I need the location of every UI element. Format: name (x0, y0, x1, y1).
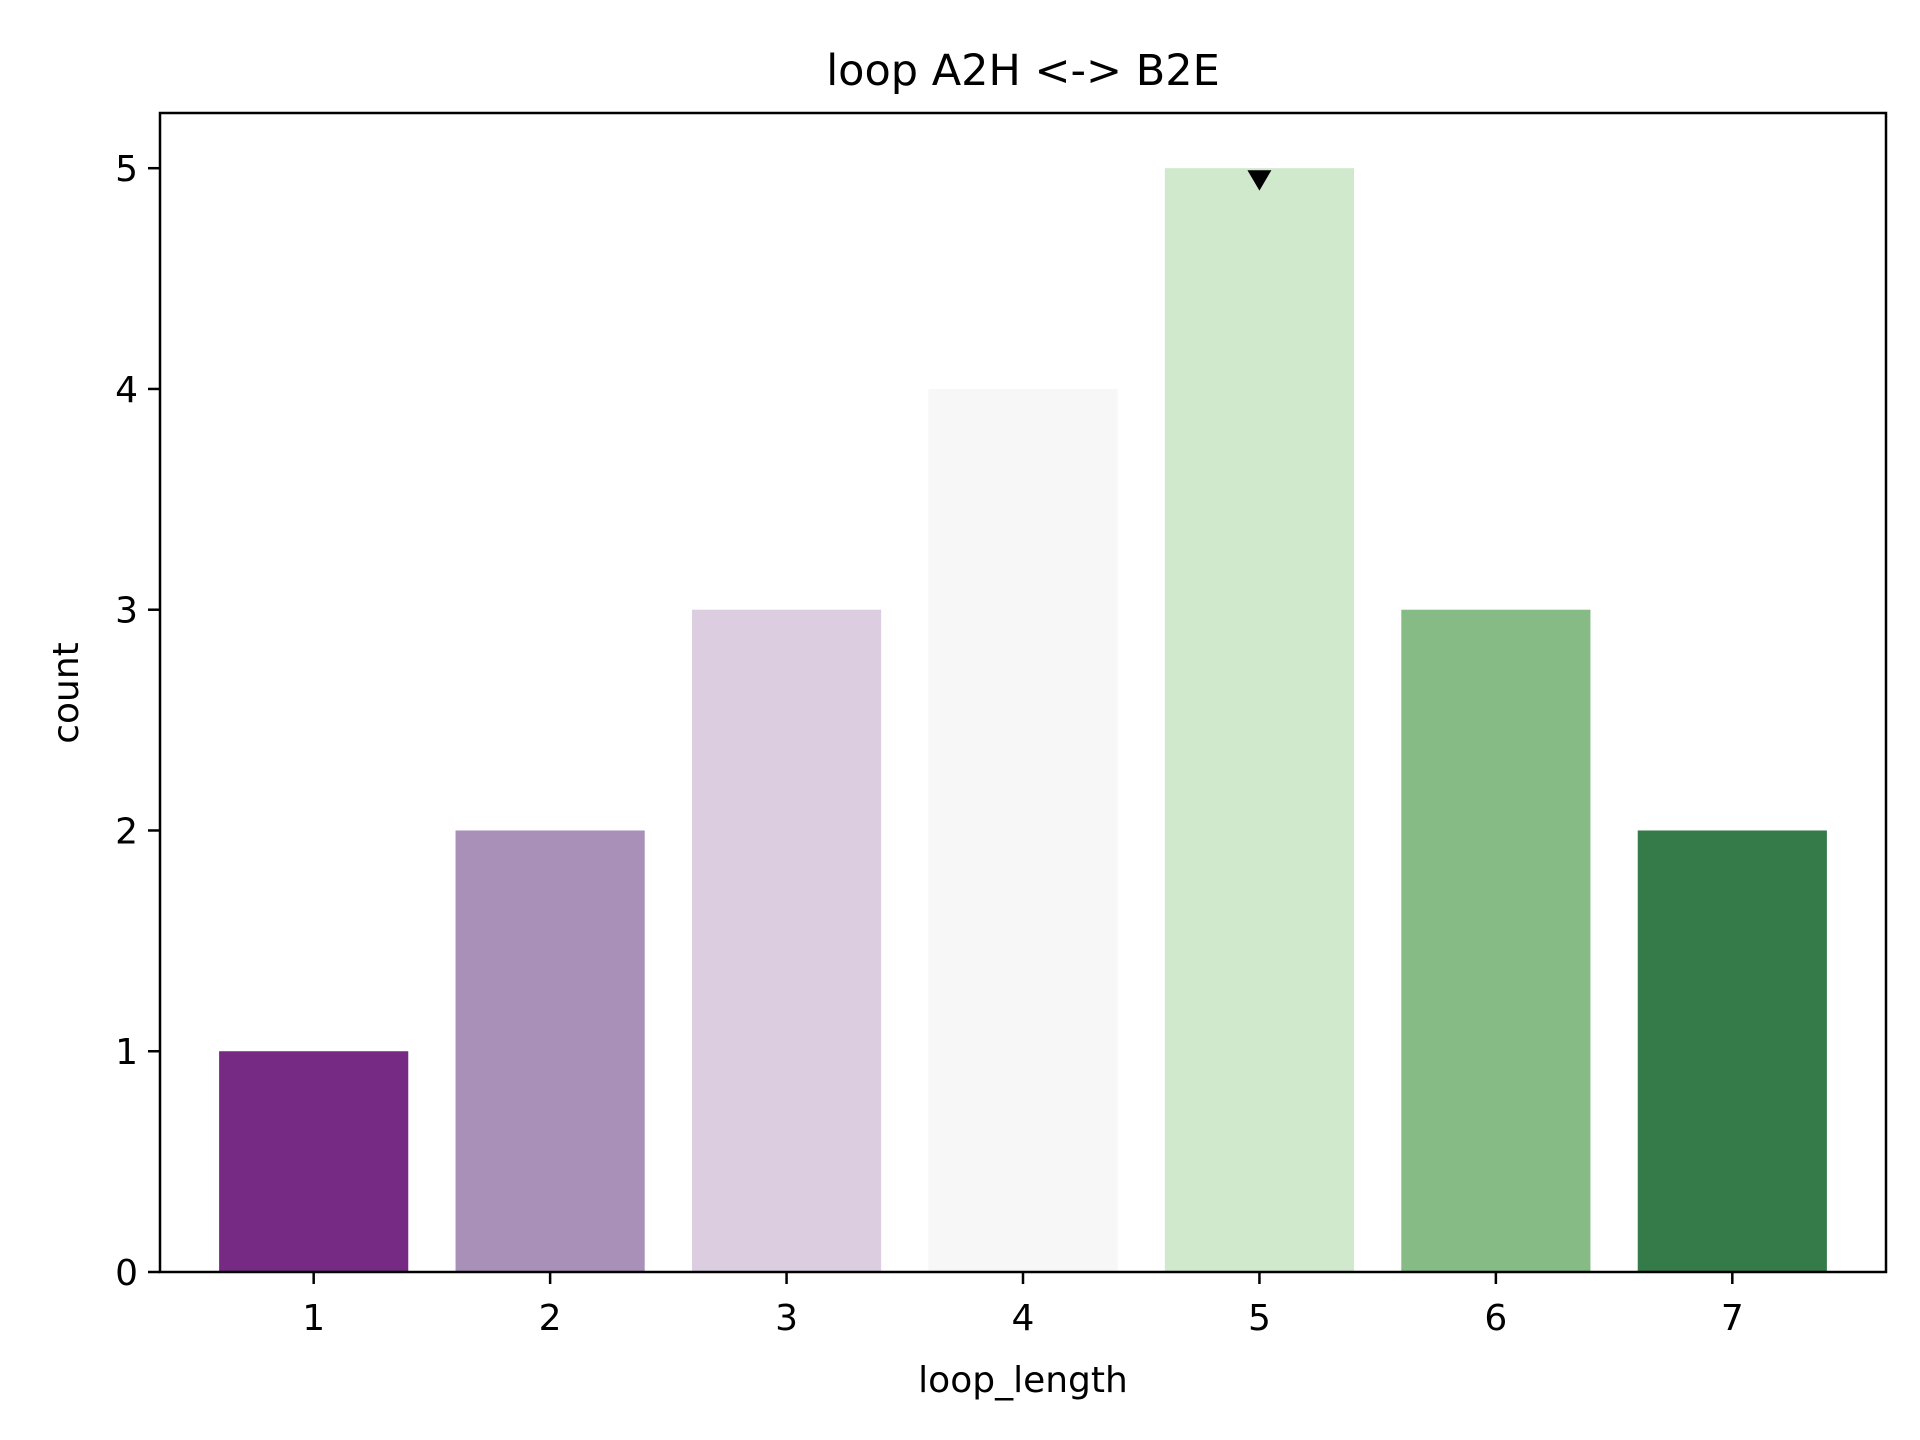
bar-1 (219, 1051, 409, 1272)
x-tick-label: 3 (775, 1298, 798, 1339)
x-tick-label: 5 (1248, 1298, 1271, 1339)
y-tick-label: 2 (115, 811, 138, 852)
y-tick-label: 3 (115, 591, 138, 632)
x-tick-label: 7 (1721, 1298, 1744, 1339)
bar-7 (1637, 830, 1827, 1272)
y-axis: 0 1 2 3 4 5 (115, 149, 160, 1294)
bar-6 (1401, 609, 1591, 1272)
bars-layer (219, 168, 1827, 1273)
x-axis-label: loop_length (918, 1360, 1128, 1401)
x-tick-label: 2 (539, 1298, 562, 1339)
marker-layer (1247, 170, 1272, 191)
bar-4 (928, 388, 1118, 1272)
y-tick-label: 4 (115, 370, 138, 411)
y-tick-label: 5 (115, 149, 138, 190)
x-tick-label: 4 (1012, 1298, 1035, 1339)
x-tick-label: 1 (302, 1298, 325, 1339)
y-tick-label: 0 (115, 1253, 138, 1294)
bar-2 (455, 830, 645, 1272)
chart-title: loop A2H <-> B2E (826, 46, 1220, 96)
bar-5 (1164, 168, 1355, 1273)
y-axis-label: count (46, 642, 87, 744)
marker-down-triangle (1247, 170, 1272, 191)
x-tick-label: 6 (1484, 1298, 1507, 1339)
x-axis: 1 2 3 4 5 6 7 (302, 1272, 1744, 1339)
y-tick-label: 1 (115, 1032, 138, 1073)
bar-3 (691, 609, 882, 1272)
